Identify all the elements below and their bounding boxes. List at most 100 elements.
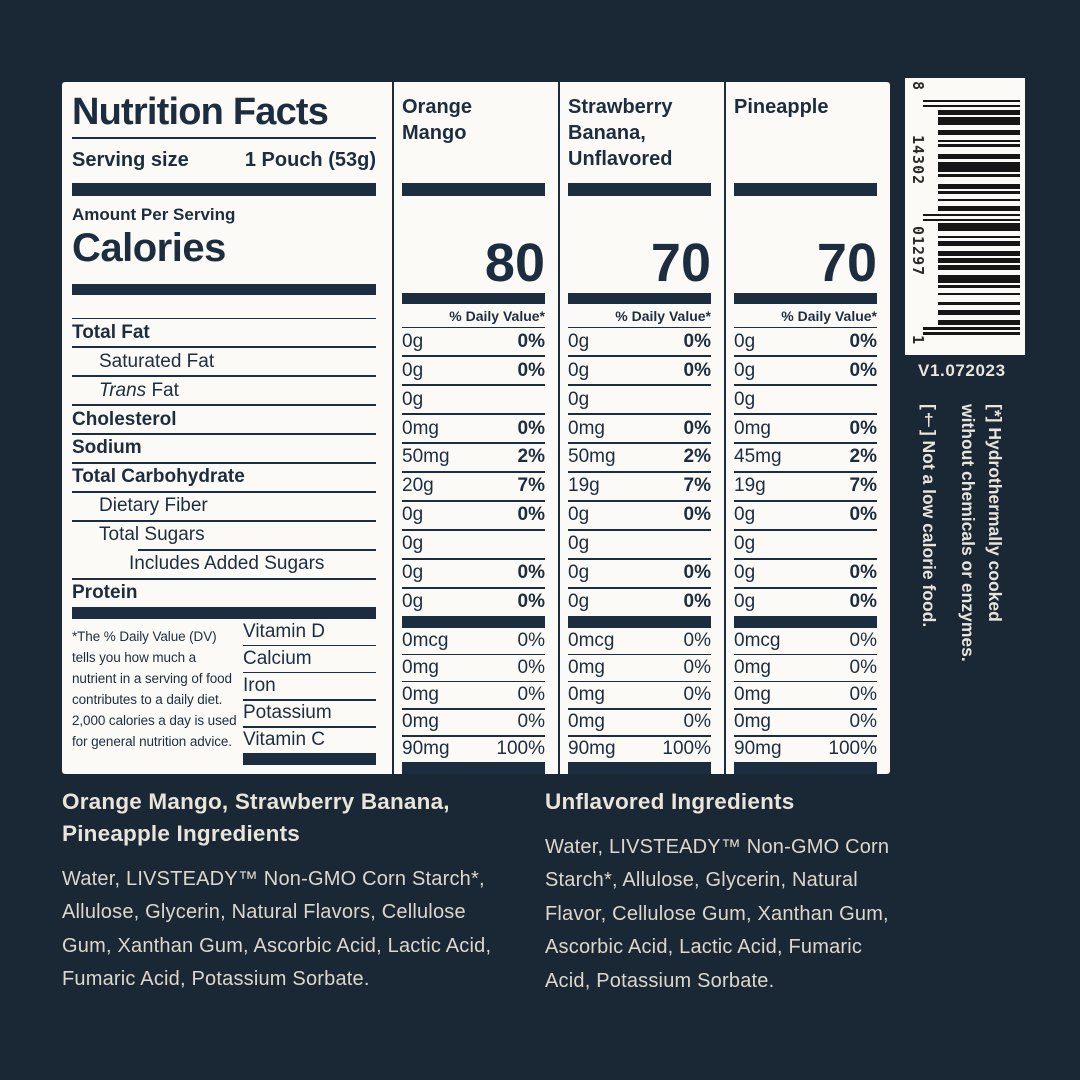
nutrient-name: Dietary Fiber xyxy=(99,495,208,517)
thick-divider-bar xyxy=(402,183,545,196)
nutrient-value-row: 0g xyxy=(734,386,877,413)
nutrient-value-row: 0g 0% xyxy=(402,328,545,355)
nutrient-value-row: 19g 7% xyxy=(734,473,877,500)
vitamin-amount: 0mcg xyxy=(734,629,781,651)
vitamin-daily-value: 0% xyxy=(849,684,877,706)
italic-prefix: Trans xyxy=(99,379,147,401)
nutrient-value-row: 0g 0% xyxy=(568,589,711,616)
nutrient-daily-value: 0% xyxy=(517,562,545,584)
barcode-module xyxy=(938,260,1020,263)
vitamin-value-row: 90mg 100% xyxy=(734,737,877,763)
barcode-module xyxy=(938,258,1020,261)
nutrient-name-row: Includes Added Sugars xyxy=(72,551,376,578)
nutrient-value-row: 50mg 2% xyxy=(402,444,545,471)
vitamin-value-row: 0mg 0% xyxy=(734,710,877,736)
nutrient-daily-value: 0% xyxy=(849,417,877,439)
row-divider xyxy=(734,707,877,710)
row-divider xyxy=(72,404,376,406)
serving-size-value: 1 Pouch (53g) xyxy=(244,149,376,171)
flavor-calories-section: 80 xyxy=(402,196,545,293)
row-divider xyxy=(402,707,545,710)
nutrient-name: Total Fat xyxy=(72,321,150,343)
row-divider xyxy=(568,500,711,502)
nutrient-value-row: 0g 0% xyxy=(568,328,711,355)
row-divider xyxy=(402,355,545,357)
nutrient-name-row: Saturated Fat xyxy=(72,348,376,375)
nutrient-amount: 50mg xyxy=(402,446,450,468)
row-divider xyxy=(402,653,545,656)
nutrient-value-row: 0g xyxy=(402,531,545,558)
nutrient-daily-value: 0% xyxy=(683,330,711,352)
nutrient-name-row: Total Carbohydrate xyxy=(72,464,376,491)
nutrient-amount: 0g xyxy=(402,562,424,584)
barcode-module xyxy=(923,327,1020,330)
row-divider xyxy=(568,471,711,473)
row-divider xyxy=(734,735,877,737)
serving-size-label: Serving size xyxy=(72,149,189,171)
nutrient-value-rows: 0g 0% 0g 0% 0g 0mg 0% 45mg 2% 19g 7% 0g 0% 0g 0g 0% 0g 0% xyxy=(734,328,877,616)
barcode-module xyxy=(938,166,1020,170)
nutrient-name-rows: Total Fat Saturated Fat Trans Fat Cholester… xyxy=(72,319,376,607)
nutrient-value-row: 0g 0% xyxy=(402,357,545,384)
vitamin-name-row: Vitamin C xyxy=(243,728,376,754)
barcode: 8 14302 01297 1 xyxy=(905,78,1025,355)
row-divider xyxy=(568,653,711,656)
row-divider xyxy=(734,355,877,357)
divider xyxy=(72,137,376,139)
row-divider xyxy=(402,558,545,560)
nutrient-daily-value: 0% xyxy=(849,504,877,526)
row-divider xyxy=(568,586,711,589)
thick-divider-bar xyxy=(72,284,376,295)
nutrient-name: Trans Fat xyxy=(99,379,179,401)
barcode-module xyxy=(938,198,1020,202)
nutrient-amount: 0g xyxy=(402,533,424,555)
vitamin-daily-value: 100% xyxy=(496,738,545,760)
row-divider xyxy=(402,471,545,473)
row-divider xyxy=(734,680,877,683)
nutrient-daily-value: 0% xyxy=(517,504,545,526)
row-divider xyxy=(402,384,545,386)
nutrient-value-row: 19g 7% xyxy=(568,473,711,500)
vitamin-value-row: 0mg 0% xyxy=(402,710,545,736)
vitamin-amount: 90mg xyxy=(734,738,782,760)
vitamin-amount: 90mg xyxy=(402,738,450,760)
nutrient-amount: 19g xyxy=(568,475,600,497)
nutrient-amount: 0g xyxy=(568,533,590,555)
barcode-module xyxy=(938,309,1020,313)
nutrient-value-row: 0g xyxy=(402,386,545,413)
barcode-module xyxy=(938,250,1020,254)
flavor-column-pineapple: Pineapple 70% Daily Value* 0g 0% 0g 0% 0g 0mg 0%… xyxy=(724,82,890,775)
barcode-module xyxy=(938,154,1020,157)
nutrient-name-row: Cholesterol xyxy=(72,406,376,433)
nutrient-daily-value: 0% xyxy=(517,359,545,381)
vitamin-value-row: 0mg 0% xyxy=(402,682,545,708)
vitamin-daily-value: 0% xyxy=(849,656,877,678)
nutrient-amount: 0g xyxy=(734,330,756,352)
vitamin-amount: 0mg xyxy=(568,656,605,678)
thick-divider-bar xyxy=(402,615,545,628)
flavored-ingredients-block: Orange Mango, Strawberry Banana, Pineapp… xyxy=(62,786,512,996)
thick-divider-bar xyxy=(734,615,877,628)
nutrient-value-row: 0mg 0% xyxy=(734,415,877,442)
nutrient-amount: 0g xyxy=(568,330,590,352)
row-divider xyxy=(568,735,711,737)
nutrient-amount: 0g xyxy=(734,533,756,555)
flavored-ingredients-text: Water, LIVSTEADY™ Non-GMO Corn Starch*, … xyxy=(62,867,492,991)
nutrient-amount: 0g xyxy=(402,330,424,352)
barcode-module xyxy=(923,213,1020,217)
vitamin-daily-value: 100% xyxy=(662,738,711,760)
barcode-module xyxy=(938,129,1020,133)
barcode-module xyxy=(938,243,1020,246)
barcode-module xyxy=(938,285,1020,288)
flavor-name: Strawberry Banana, Unflavored xyxy=(568,96,673,170)
nutrient-daily-value: 7% xyxy=(517,475,545,497)
nutrient-amount: 20g xyxy=(402,475,434,497)
rotated-footnotes: [*] Hydrothermally cooked without chemica… xyxy=(896,404,1008,714)
barcode-module xyxy=(938,117,1020,120)
barcode-module xyxy=(938,174,1020,177)
calories-label: Calories xyxy=(72,226,226,270)
nutrient-daily-value: 0% xyxy=(683,504,711,526)
nutrition-facts-panel: Nutrition Facts Serving size 1 Pouch (53… xyxy=(62,82,890,775)
barcode-module xyxy=(938,280,1020,283)
